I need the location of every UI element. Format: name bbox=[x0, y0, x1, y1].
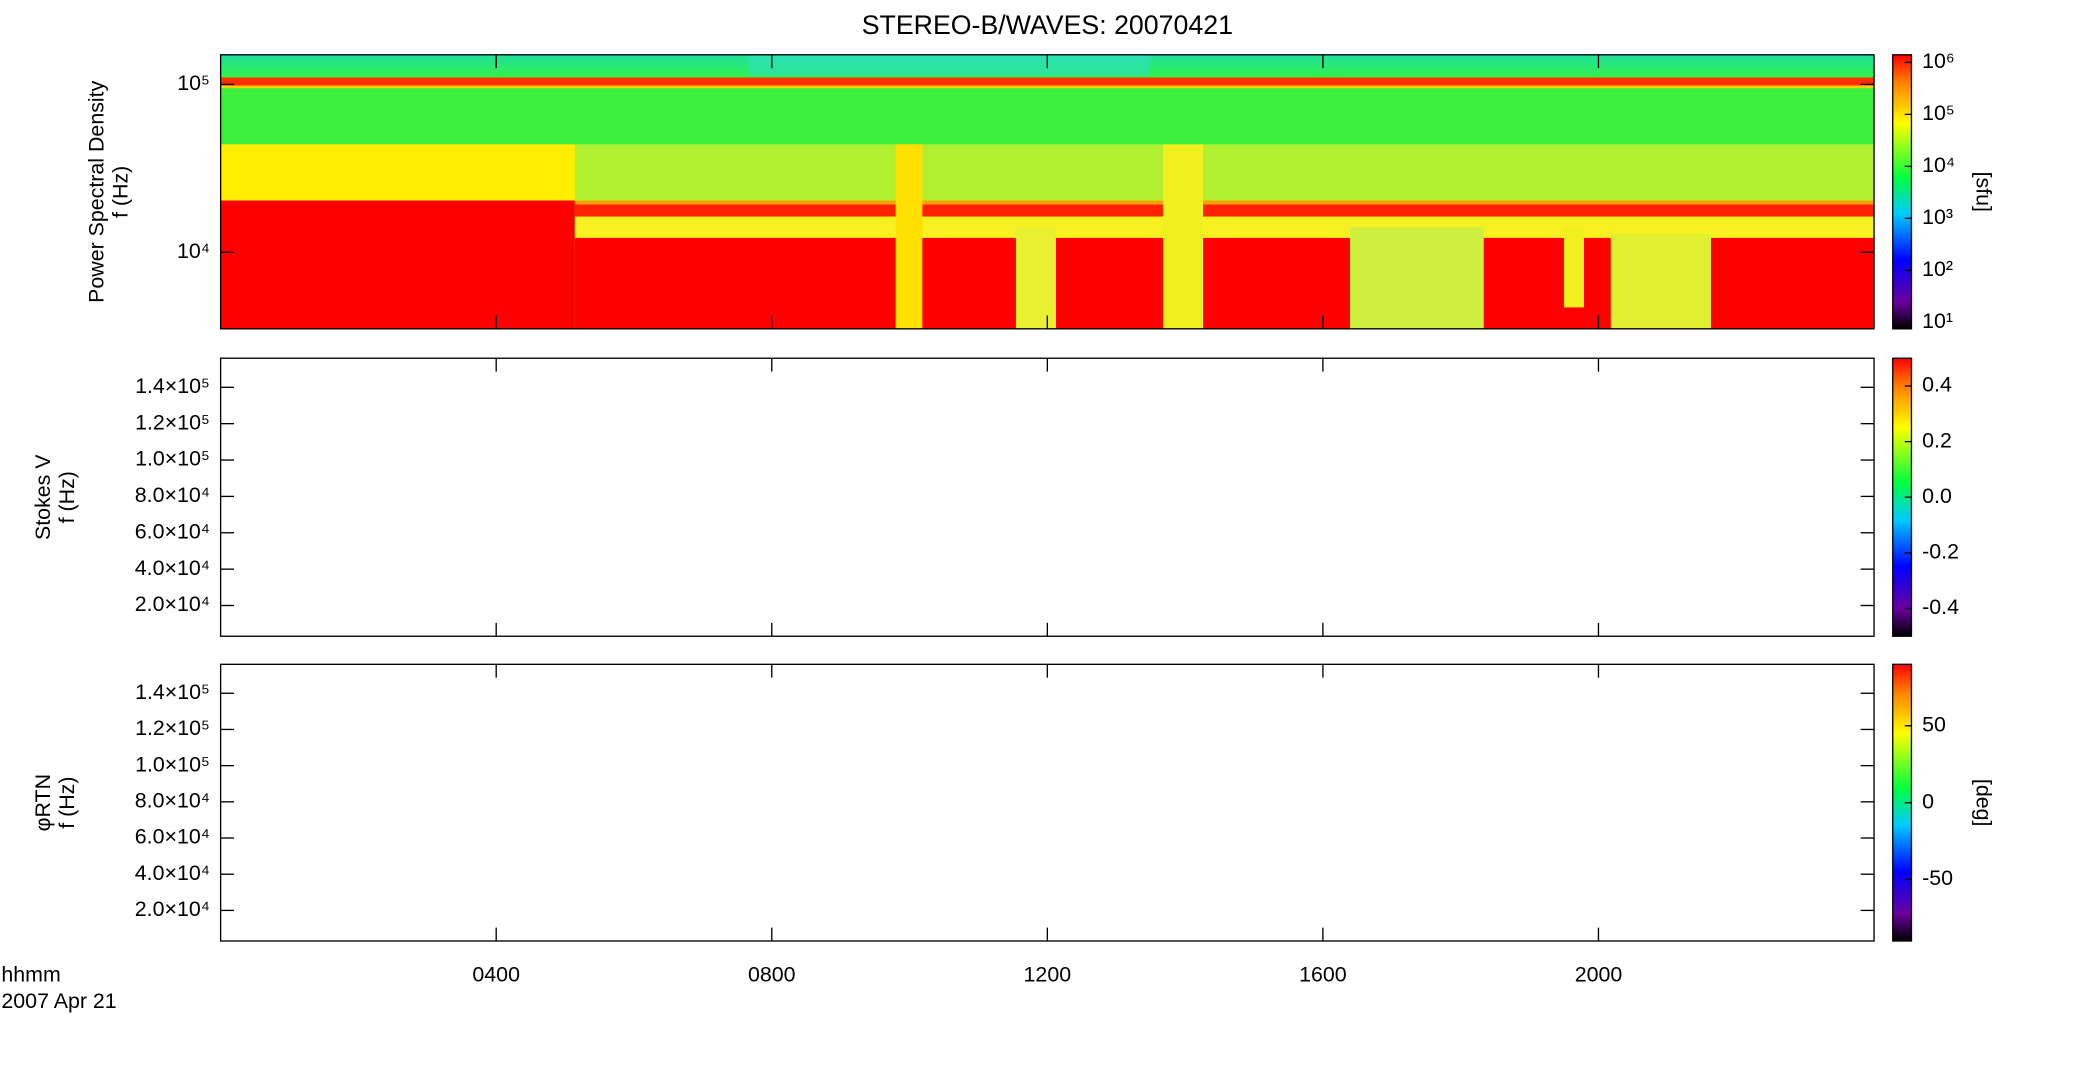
colorbar-tick-label: 10² bbox=[1922, 257, 1953, 281]
plot-frame bbox=[219, 663, 1875, 942]
y-tick-label: 1.4×10⁵ bbox=[135, 680, 210, 704]
colorbar-tick-label: 10³ bbox=[1922, 205, 1953, 229]
colorbar-tick-label: 0 bbox=[1922, 789, 1934, 813]
x-tick-label: 0400 bbox=[472, 962, 520, 986]
y-tick-label: 10⁴ bbox=[177, 239, 210, 263]
x-axis-date: 2007 Apr 21 bbox=[1, 989, 116, 1013]
y-axis-label: f (Hz) bbox=[55, 777, 79, 829]
colorbar-tick-label: 10¹ bbox=[1922, 309, 1953, 333]
colorbar-tick-label: 0.2 bbox=[1922, 428, 1952, 452]
colorbar-tick-label: 0.0 bbox=[1922, 484, 1952, 508]
y-axis-label: φRTN bbox=[31, 774, 55, 831]
y-axis-label: f (Hz) bbox=[108, 166, 132, 218]
colorbar-label: [sfu] bbox=[1972, 172, 1996, 212]
colorbar-label: [deg] bbox=[1972, 779, 1996, 827]
plot-frame bbox=[219, 357, 1875, 637]
colorbar-tick-label: 10⁴ bbox=[1922, 153, 1955, 177]
y-axis-label: Power Spectral Density bbox=[84, 80, 108, 302]
y-axis-label: f (Hz) bbox=[55, 471, 79, 523]
y-tick-label: 2.0×10⁴ bbox=[135, 592, 210, 616]
colorbar-tick-label: -50 bbox=[1922, 866, 1953, 890]
colorbar-tick-label: 50 bbox=[1922, 712, 1946, 736]
y-tick-label: 1.2×10⁵ bbox=[135, 410, 210, 434]
x-tick-label: 0800 bbox=[748, 962, 796, 986]
x-tick-label: 1200 bbox=[1024, 962, 1072, 986]
x-tick-label: 2000 bbox=[1575, 962, 1623, 986]
y-tick-label: 4.0×10⁴ bbox=[135, 556, 210, 580]
y-axis-label: Stokes V bbox=[31, 454, 55, 540]
chart-title: STEREO-B/WAVES: 20070421 bbox=[862, 10, 1233, 40]
y-tick-label: 6.0×10⁴ bbox=[135, 825, 210, 849]
spectrogram-image bbox=[220, 54, 1875, 329]
x-tick-label: 1600 bbox=[1299, 962, 1347, 986]
y-tick-label: 4.0×10⁴ bbox=[135, 861, 210, 885]
y-tick-label: 8.0×10⁴ bbox=[135, 788, 210, 812]
x-axis-label: hhmm bbox=[1, 962, 60, 986]
y-tick-label: 2.0×10⁴ bbox=[135, 897, 210, 921]
colorbar-tick-label: -0.2 bbox=[1922, 539, 1959, 563]
y-tick-label: 1.2×10⁵ bbox=[135, 716, 210, 740]
colorbar-tick-label: 10⁶ bbox=[1922, 49, 1955, 73]
y-tick-label: 8.0×10⁴ bbox=[135, 483, 210, 507]
colorbar bbox=[1892, 54, 1913, 330]
colorbar-tick-label: -0.4 bbox=[1922, 595, 1959, 619]
colorbar-tick-label: 10⁵ bbox=[1922, 101, 1955, 125]
y-tick-label: 6.0×10⁴ bbox=[135, 519, 210, 543]
colorbar-tick-label: 0.4 bbox=[1922, 373, 1952, 397]
y-tick-label: 1.0×10⁵ bbox=[135, 752, 210, 776]
y-tick-label: 10⁵ bbox=[177, 71, 210, 95]
y-tick-label: 1.0×10⁵ bbox=[135, 447, 210, 471]
y-tick-label: 1.4×10⁵ bbox=[135, 374, 210, 398]
